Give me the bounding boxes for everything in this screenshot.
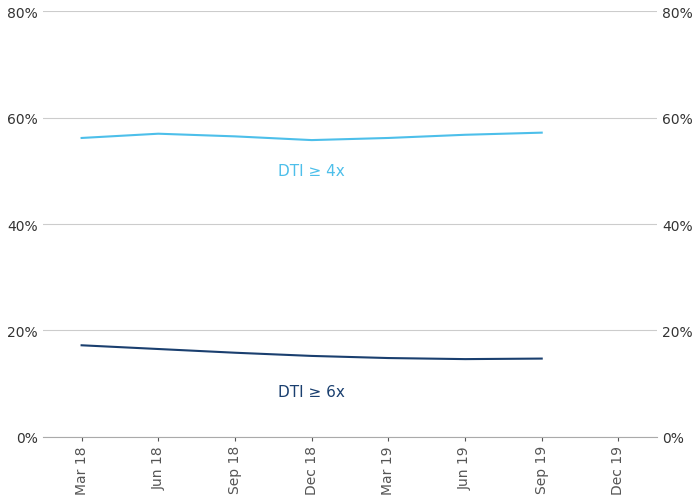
Text: DTI ≥ 6x: DTI ≥ 6x (278, 384, 345, 399)
Text: DTI ≥ 4x: DTI ≥ 4x (279, 164, 345, 179)
